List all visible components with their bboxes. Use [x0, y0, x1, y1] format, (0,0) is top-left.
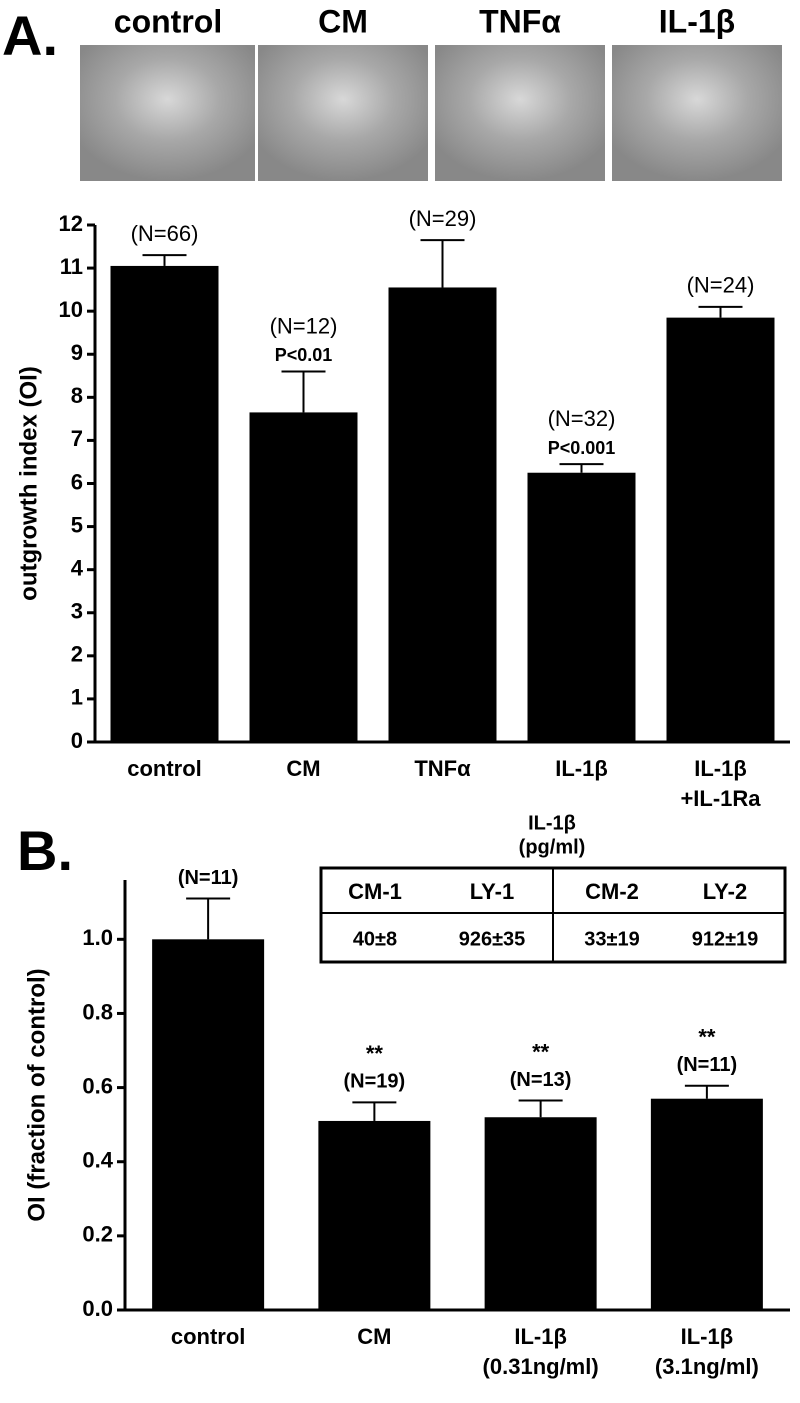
- micrograph: [80, 45, 255, 181]
- table-header: LY-1: [470, 879, 514, 904]
- table-title: (pg/ml): [519, 836, 586, 858]
- bar: [152, 939, 265, 1310]
- y-tick-label: 4: [71, 555, 84, 580]
- significance-label: **: [366, 1041, 384, 1066]
- y-tick-label: 0.8: [82, 999, 113, 1024]
- table-header: CM-1: [348, 879, 402, 904]
- y-tick-label: 10: [59, 297, 83, 322]
- x-tick-label: control: [171, 1324, 246, 1349]
- table-header: CM-2: [585, 879, 639, 904]
- image-label: control: [114, 3, 222, 39]
- n-label: (N=32): [548, 406, 616, 431]
- x-tick-label: IL-1β: [681, 1324, 734, 1349]
- bar: [650, 1098, 763, 1310]
- image-label: CM: [318, 3, 368, 39]
- y-tick-label: 0.0: [82, 1296, 113, 1321]
- y-tick-label: 7: [71, 426, 83, 451]
- table-cell: 40±8: [353, 928, 397, 950]
- bar: [666, 317, 775, 742]
- bar: [318, 1120, 431, 1310]
- n-label: (N=13): [510, 1069, 572, 1091]
- significance-label: **: [698, 1025, 716, 1050]
- y-tick-label: 0.2: [82, 1222, 113, 1247]
- table-title: IL-1β: [528, 812, 576, 834]
- y-tick-label: 5: [71, 512, 83, 537]
- y-tick-label: 1: [71, 685, 83, 710]
- x-tick-label: +IL-1Ra: [680, 786, 761, 811]
- table-cell: 926±35: [459, 928, 526, 950]
- y-tick-label: 0.6: [82, 1073, 113, 1098]
- x-tick-label: control: [127, 756, 202, 781]
- y-tick-label: 8: [71, 383, 83, 408]
- x-tick-label: TNFα: [414, 756, 471, 781]
- n-label: (N=11): [178, 867, 239, 889]
- bar: [110, 265, 219, 742]
- image-label: IL-1β: [659, 3, 735, 39]
- micrograph: [435, 45, 605, 181]
- y-tick-label: 12: [59, 211, 83, 236]
- table-cell: 33±19: [584, 928, 639, 950]
- x-tick-label: CM: [357, 1324, 391, 1349]
- x-tick-label: (3.1ng/ml): [655, 1354, 759, 1379]
- table-cell: 912±19: [692, 928, 759, 950]
- y-tick-label: 3: [71, 599, 83, 624]
- p-label: P<0.001: [548, 438, 616, 458]
- y-tick-label: 0: [71, 728, 83, 753]
- panel-label: B.: [17, 819, 73, 882]
- p-label: P<0.01: [275, 345, 333, 365]
- x-tick-label: IL-1β: [694, 756, 747, 781]
- n-label: (N=12): [270, 313, 338, 338]
- y-tick-label: 2: [71, 642, 83, 667]
- y-tick-label: 11: [60, 254, 83, 279]
- x-tick-label: IL-1β: [555, 756, 608, 781]
- bar: [388, 287, 497, 742]
- n-label: (N=11): [677, 1054, 738, 1076]
- significance-label: **: [532, 1039, 550, 1064]
- y-tick-label: 6: [71, 469, 83, 494]
- n-label: (N=24): [687, 273, 755, 298]
- table-header: LY-2: [703, 879, 747, 904]
- x-tick-label: IL-1β: [514, 1324, 567, 1349]
- bar: [249, 412, 358, 742]
- panel-label: A.: [2, 4, 58, 67]
- y-tick-label: 1.0: [82, 925, 113, 950]
- y-axis-label: OI (fraction of control): [23, 968, 50, 1221]
- image-label: TNFα: [479, 3, 561, 39]
- n-label: (N=29): [409, 206, 477, 231]
- n-label: (N=19): [344, 1071, 406, 1093]
- micrograph: [612, 45, 782, 181]
- y-tick-label: 9: [71, 340, 83, 365]
- bar: [484, 1117, 597, 1310]
- x-tick-label: (0.31ng/ml): [483, 1354, 599, 1379]
- n-label: (N=66): [131, 221, 199, 246]
- micrograph: [258, 45, 428, 181]
- bar: [527, 472, 636, 742]
- x-tick-label: CM: [286, 756, 320, 781]
- y-tick-label: 0.4: [82, 1148, 113, 1173]
- y-axis-label: outgrowth index (OI): [15, 366, 42, 601]
